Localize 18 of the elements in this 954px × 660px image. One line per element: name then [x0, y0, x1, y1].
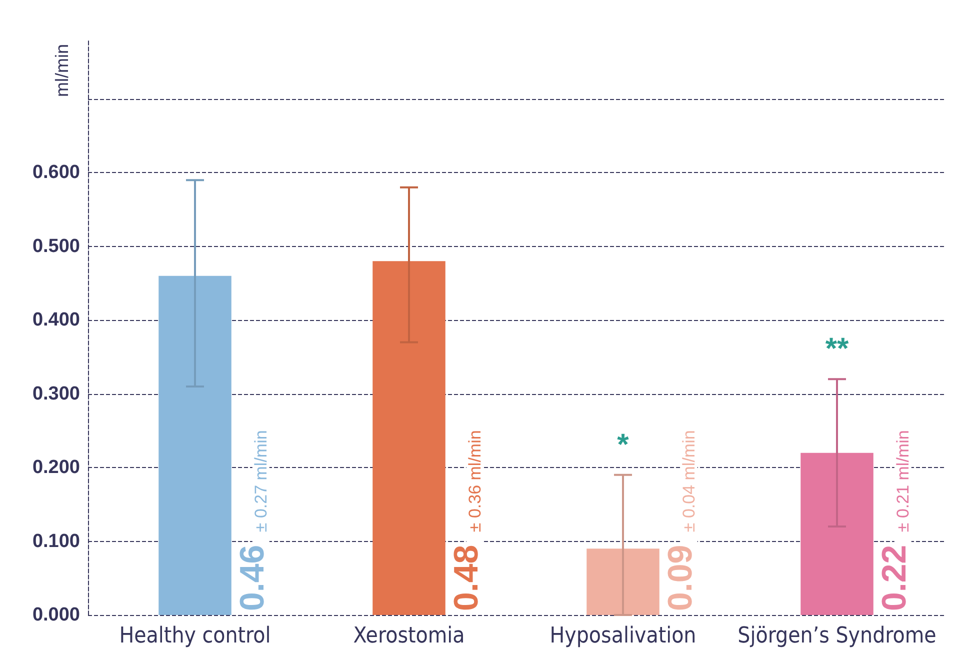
data-label: 0.22 ± 0.21 ml/min	[875, 430, 914, 611]
data-label: 0.46 ± 0.27 ml/min	[233, 430, 272, 611]
x-tick-label: Sjörgen’s Syndrome	[738, 624, 936, 648]
y-tick-label: 0.000	[32, 604, 80, 626]
x-tick-label: Healthy control	[119, 624, 271, 648]
x-tick-label: Hyposalivation	[550, 624, 696, 648]
data-label: 0.48 ± 0.36 ml/min	[447, 430, 486, 611]
annotation: **	[825, 332, 849, 366]
y-tick-label: 0.500	[32, 236, 80, 257]
y-tick-label: 0.100	[32, 530, 80, 552]
y-axis-title: ml/min	[52, 44, 72, 97]
y-tick-label: 0.200	[32, 457, 80, 478]
y-tick-label: 0.300	[32, 383, 80, 404]
annotation: *	[617, 428, 630, 462]
y-tick-label: 0.600	[32, 162, 80, 184]
y-tick-label: 0.400	[32, 310, 80, 331]
data-label: 0.09 ± 0.04 ml/min	[661, 430, 700, 611]
x-tick-label: Xerostomia	[353, 624, 465, 648]
